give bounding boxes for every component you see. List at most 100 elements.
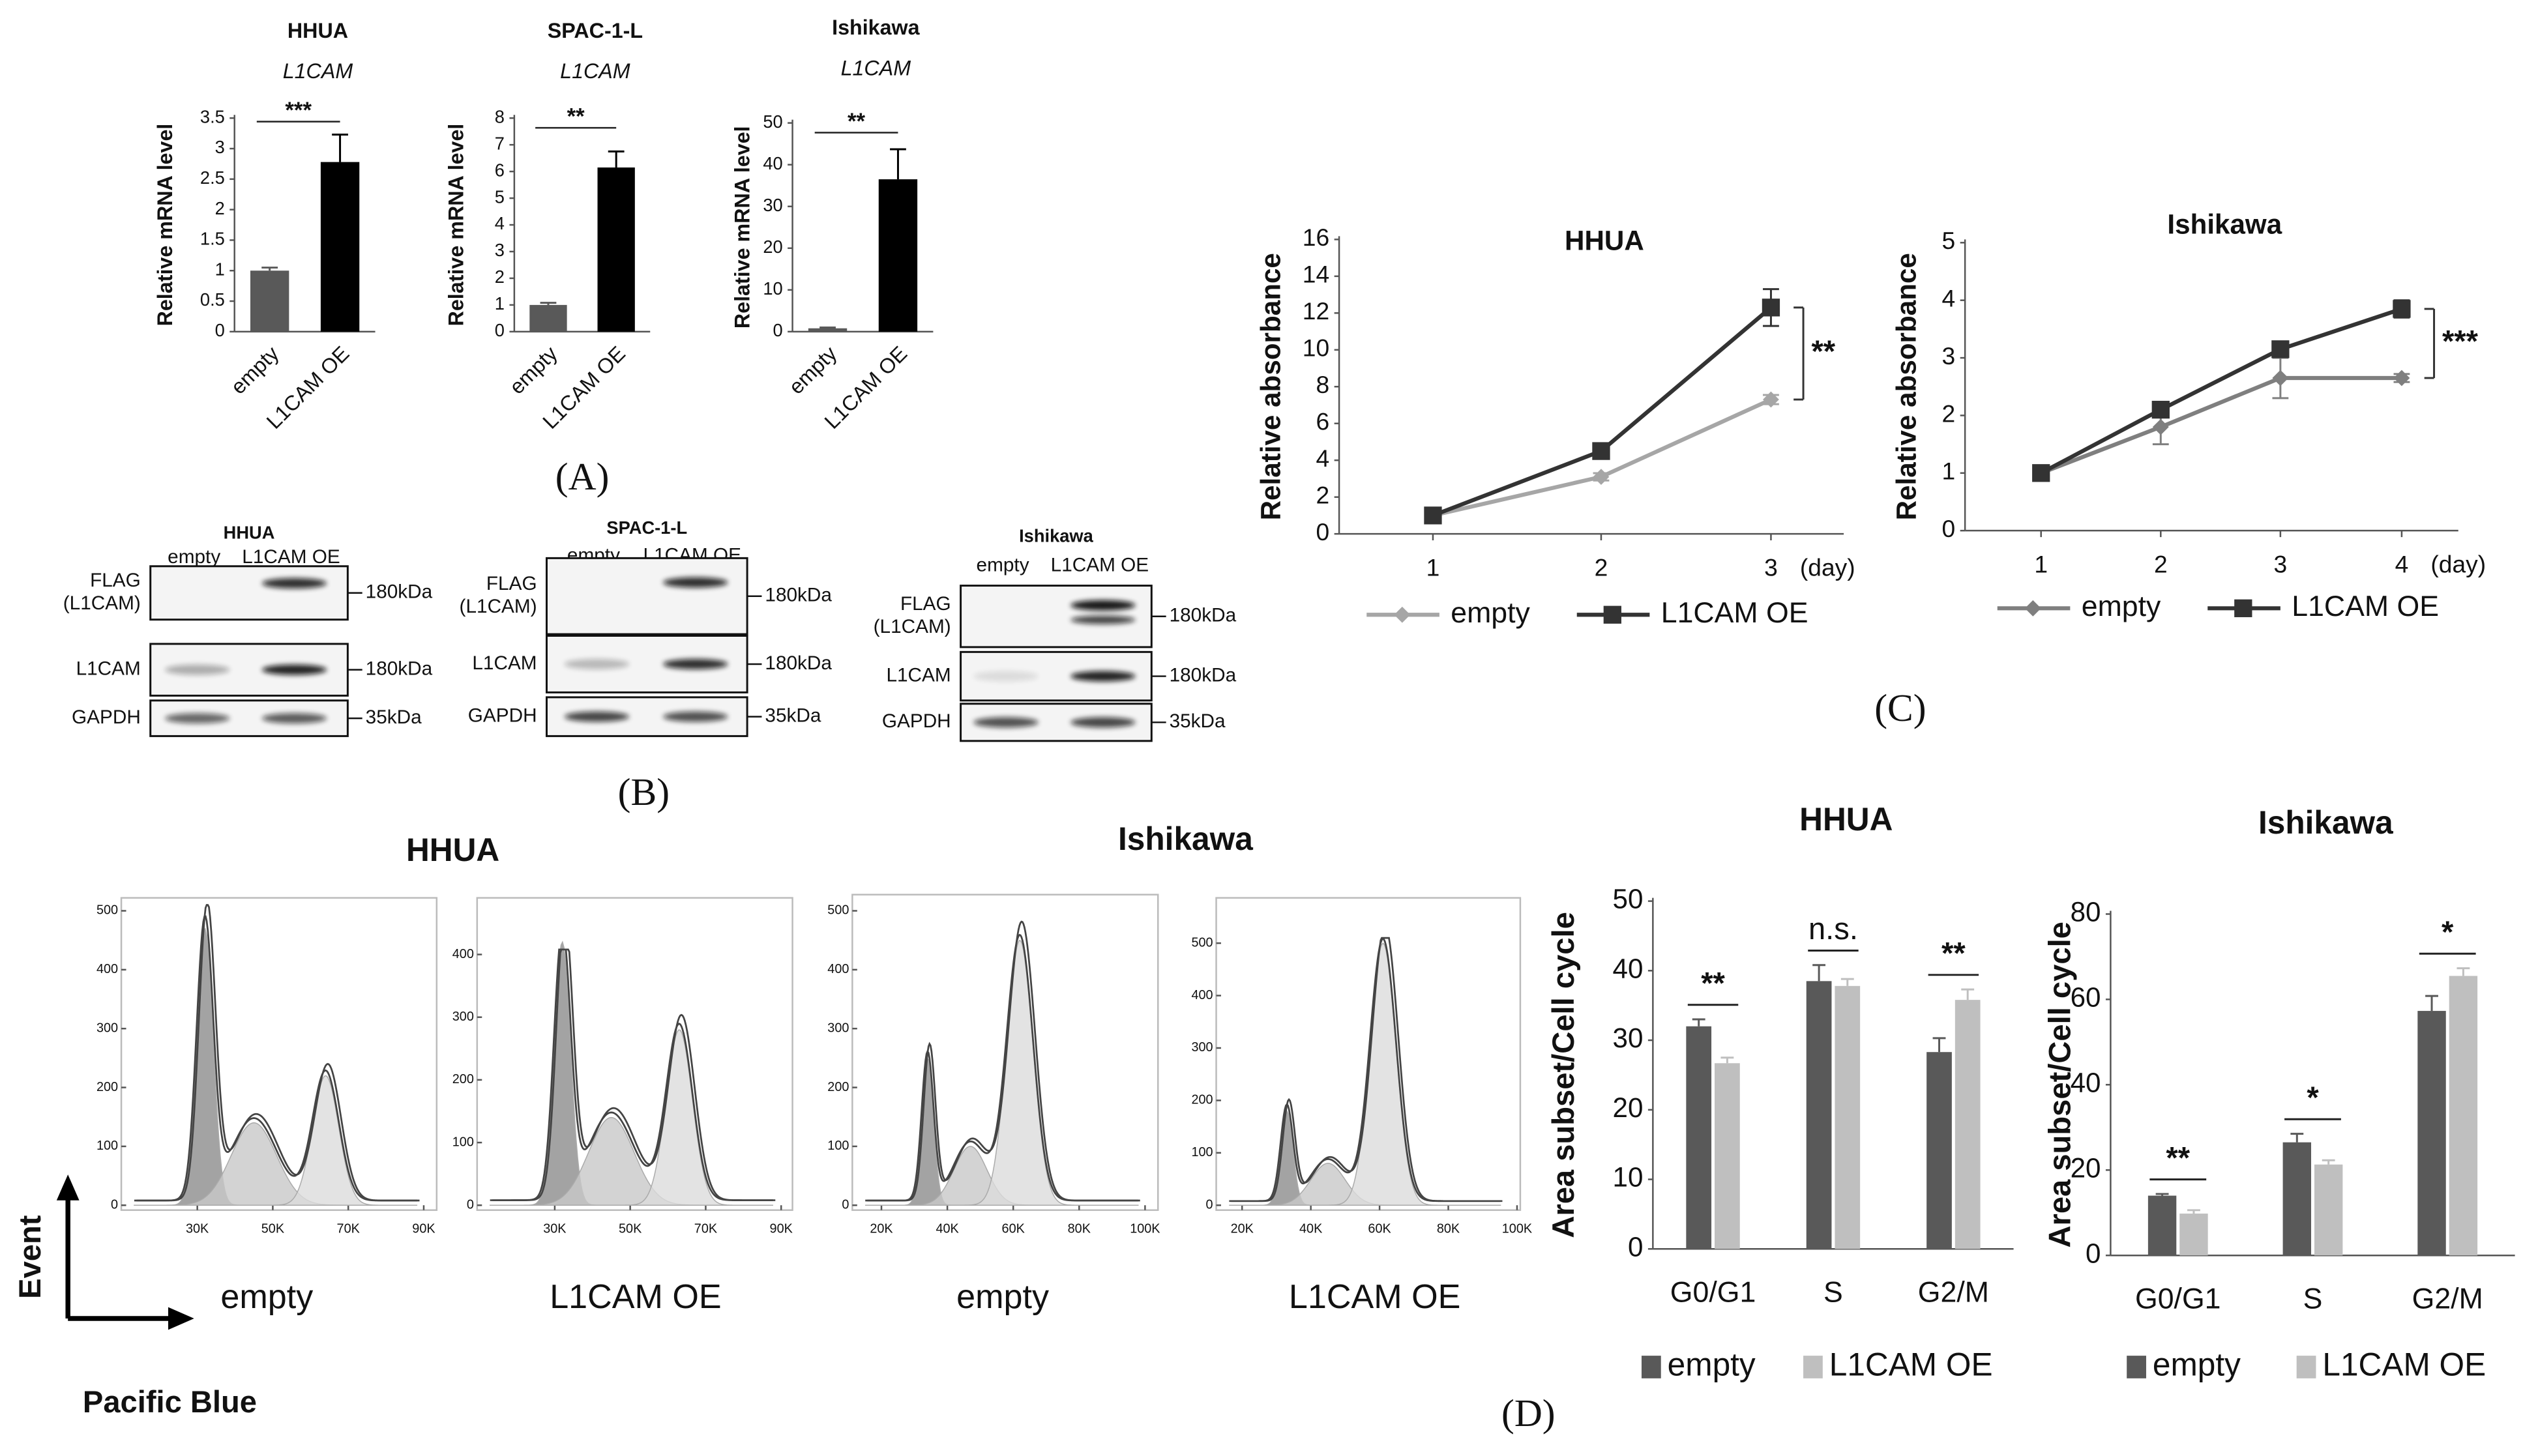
point	[2272, 370, 2289, 386]
y-tick-label: 4	[1316, 444, 1329, 472]
histogram-outline	[1231, 937, 1503, 1202]
size-label: 180kDa	[765, 652, 832, 674]
lane-label: L1CAM OE	[242, 546, 340, 568]
y-tick-label: 8	[495, 106, 505, 126]
x-tick-label: 20K	[870, 1222, 893, 1236]
chart-subtitle: L1CAM	[283, 59, 353, 83]
y-tick-label: 200	[1191, 1093, 1213, 1107]
chart-title: HHUA	[288, 19, 348, 42]
size-label: 180kDa	[765, 585, 832, 606]
x-tick-label: empty	[505, 342, 562, 399]
cycle-component	[490, 1029, 773, 1206]
significance: ***	[285, 98, 312, 123]
y-tick-label: 300	[96, 1021, 118, 1035]
panel-label: (D)	[1501, 1391, 1556, 1434]
size-label: 35kDa	[366, 706, 422, 728]
bar	[808, 328, 848, 332]
row-label: L1CAM	[472, 652, 537, 674]
bar	[2179, 1214, 2208, 1256]
lane-label: empty	[977, 555, 1029, 576]
x-tick-label: 4	[2395, 551, 2409, 578]
x-tick-label: 90K	[412, 1222, 435, 1236]
bar	[250, 270, 289, 332]
point	[1762, 298, 1780, 317]
point	[2271, 340, 2290, 358]
y-tick-label: 8	[1316, 371, 1329, 398]
point	[2152, 418, 2169, 435]
chart-title: Ishikawa	[832, 16, 920, 39]
y-tick-label: 1.5	[200, 229, 225, 249]
y-tick-label: 0	[215, 320, 225, 340]
x-tick-label: S	[1823, 1277, 1843, 1309]
bar	[1835, 985, 1861, 1249]
significance: *	[2307, 1080, 2319, 1114]
legend-marker	[2024, 600, 2041, 617]
x-tick-label: G2/M	[1918, 1277, 1989, 1309]
size-label: 180kDa	[1170, 605, 1237, 626]
chart-title: HHUA	[1799, 801, 1893, 837]
histogram-frame	[120, 897, 438, 1211]
x-tick-label: 1	[2034, 551, 2048, 578]
x-tick-label: 60K	[1002, 1222, 1025, 1236]
row-label: FLAG	[900, 593, 951, 615]
y-tick-label: 4	[1942, 285, 1956, 312]
size-label: 180kDa	[366, 581, 433, 603]
y-tick-label: 0	[1206, 1198, 1213, 1212]
y-tick-label: 20	[2071, 1152, 2101, 1183]
band	[165, 664, 230, 675]
flow-title: HHUA	[406, 832, 499, 868]
x-tick-label: 60K	[1368, 1222, 1391, 1236]
y-tick-label: 200	[96, 1080, 118, 1094]
row-label: FLAG	[486, 573, 537, 594]
significance: **	[1941, 935, 1966, 970]
x-unit: (day)	[1800, 554, 1855, 581]
y-tick-label: 10	[1303, 334, 1329, 362]
legend-marker	[2234, 599, 2252, 617]
series-line	[2040, 375, 2402, 475]
row-label: (L1CAM)	[874, 616, 951, 637]
significance: **	[848, 109, 866, 134]
bar	[320, 162, 360, 332]
bar	[529, 304, 567, 332]
histogram-outline	[136, 904, 420, 1202]
legend-label: L1CAM OE	[2322, 1347, 2486, 1383]
lane-label: L1CAM OE	[1051, 555, 1149, 576]
x-tick-label: 1	[1426, 554, 1440, 581]
point	[1763, 391, 1779, 408]
y-tick-label: 20	[763, 237, 782, 257]
bar	[1686, 1026, 1712, 1249]
x-tick-label: 100K	[1502, 1222, 1533, 1236]
significance: *	[2442, 914, 2454, 949]
y-tick-label: 400	[1191, 988, 1213, 1002]
legend-swatch	[1641, 1356, 1661, 1378]
panel-label: (A)	[555, 455, 610, 498]
condition-label: empty	[220, 1278, 313, 1316]
y-tick-label: 2	[1942, 400, 1956, 427]
band	[663, 659, 728, 669]
y-tick-label: 5	[1942, 227, 1956, 254]
blot-title: SPAC-1-L	[606, 517, 687, 538]
point	[1424, 506, 1442, 525]
size-label: 180kDa	[366, 658, 433, 679]
band	[564, 711, 630, 722]
bar	[1926, 1052, 1952, 1249]
band	[973, 717, 1039, 728]
y-tick-label: 20	[1613, 1092, 1644, 1123]
y-tick-label: 3	[215, 137, 225, 157]
arrow-head	[168, 1307, 194, 1330]
chart-title: Ishikawa	[2258, 804, 2393, 841]
y-tick-label: 30	[1613, 1023, 1644, 1053]
y-tick-label: 6	[1316, 408, 1329, 435]
condition-label: L1CAM OE	[550, 1278, 721, 1316]
band	[1070, 671, 1136, 682]
y-tick-label: 50	[763, 111, 782, 132]
y-axis-label: Relative mRNA level	[445, 124, 468, 327]
flow-title: Ishikawa	[1118, 821, 1253, 857]
histogram-outline	[867, 920, 1140, 1202]
significance: **	[1811, 334, 1835, 368]
x-tick-label: S	[2303, 1283, 2323, 1315]
legend-swatch	[2127, 1356, 2146, 1378]
significance: **	[567, 104, 585, 129]
y-tick-label: 3	[495, 240, 505, 260]
y-tick-label: 100	[452, 1135, 474, 1149]
